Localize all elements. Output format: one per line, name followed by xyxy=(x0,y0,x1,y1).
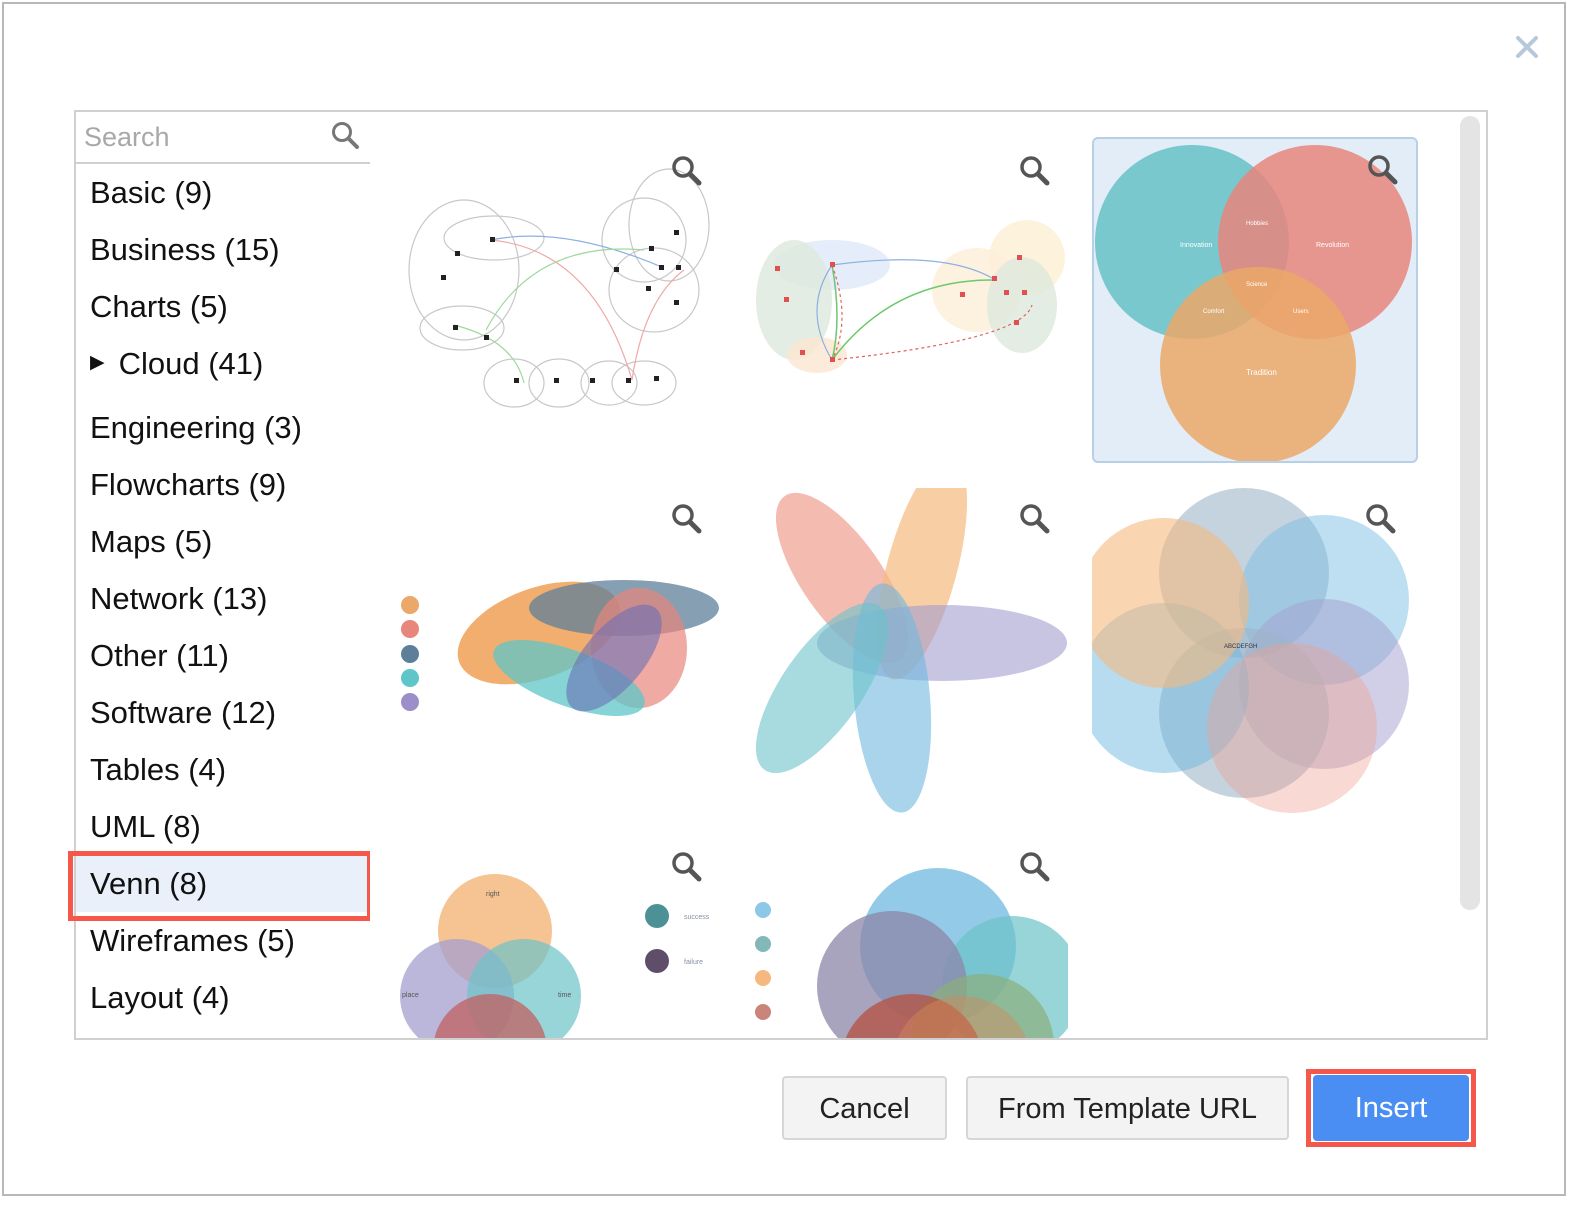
template-venn-3-circles-legend[interactable]: right place time success failure xyxy=(394,836,771,1038)
category-layout[interactable]: Layout (4) xyxy=(90,980,230,1015)
svg-text:Hobbies: Hobbies xyxy=(1246,221,1268,227)
venn-5-circles-preview xyxy=(817,868,1068,1038)
template-venn-graph-colored[interactable] xyxy=(742,140,1068,466)
zoom-preview-icon[interactable] xyxy=(1018,850,1052,884)
svg-text:right: right xyxy=(486,891,500,898)
venn-6-circles-preview: ABCDEFGH xyxy=(1092,488,1409,813)
zoom-preview-icon[interactable] xyxy=(670,850,704,884)
template-venn-6-circles[interactable]: ABCDEFGH xyxy=(1092,488,1418,814)
category-business[interactable]: Business (15) xyxy=(90,232,280,267)
template-gallery: Innovation Revolution Hobbies Science Co… xyxy=(370,110,1488,1040)
venn-3-circles-legend-preview: right place time success failure xyxy=(400,874,771,1038)
category-network[interactable]: Network (13) xyxy=(90,581,268,616)
zoom-preview-icon[interactable] xyxy=(670,154,704,188)
template-venn-graph-gray[interactable] xyxy=(394,140,720,466)
category-engineering[interactable]: Engineering (3) xyxy=(90,410,302,445)
expand-arrow-icon[interactable]: ▶ xyxy=(90,352,105,374)
search-icon[interactable] xyxy=(330,120,360,150)
category-software[interactable]: Software (12) xyxy=(90,695,277,730)
venn-3-circles-preview: Innovation Revolution Hobbies Science Co… xyxy=(1095,145,1412,461)
svg-text:Revolution: Revolution xyxy=(1316,242,1349,249)
category-charts[interactable]: Charts (5) xyxy=(90,289,228,324)
zoom-preview-icon[interactable] xyxy=(1364,502,1398,536)
gallery-scrollbar[interactable] xyxy=(1460,116,1480,910)
template-venn-5-ellipses-flower[interactable] xyxy=(742,488,1068,814)
close-icon[interactable] xyxy=(1512,32,1542,62)
venn-flower-preview xyxy=(755,488,1067,813)
category-maps[interactable]: Maps (5) xyxy=(90,524,213,559)
svg-text:Comfort: Comfort xyxy=(1203,309,1225,315)
svg-text:time: time xyxy=(558,992,571,999)
venn-5-ellipses-preview xyxy=(401,580,719,716)
category-cloud-label: Cloud (41) xyxy=(118,346,264,381)
search-input[interactable] xyxy=(76,112,326,162)
category-uml[interactable]: UML (8) xyxy=(90,809,201,844)
svg-text:ABCDEFGH: ABCDEFGH xyxy=(1224,644,1257,650)
category-other[interactable]: Other (11) xyxy=(90,638,229,673)
from-template-url-button[interactable]: From Template URL xyxy=(966,1076,1289,1140)
zoom-preview-icon[interactable] xyxy=(1018,502,1052,536)
category-venn[interactable]: Venn (8) xyxy=(76,855,370,912)
svg-text:success: success xyxy=(684,914,710,921)
venn-graph-colored-preview xyxy=(756,220,1065,373)
zoom-preview-icon[interactable] xyxy=(670,502,704,536)
template-venn-5-ellipses-legend[interactable] xyxy=(394,488,720,814)
category-cloud[interactable]: ▶ Cloud (41) xyxy=(76,335,370,399)
cancel-button[interactable]: Cancel xyxy=(782,1076,947,1140)
template-venn-5-circles[interactable] xyxy=(742,836,1068,1038)
category-wireframes[interactable]: Wireframes (5) xyxy=(90,923,295,958)
zoom-preview-icon[interactable] xyxy=(1366,153,1400,187)
svg-text:Tradition: Tradition xyxy=(1246,368,1277,377)
svg-text:place: place xyxy=(402,992,419,999)
svg-text:Science: Science xyxy=(1246,282,1268,288)
category-tables[interactable]: Tables (4) xyxy=(90,752,227,787)
template-venn-3-circles[interactable]: Innovation Revolution Hobbies Science Co… xyxy=(1092,137,1418,463)
category-flowcharts[interactable]: Flowcharts (9) xyxy=(90,467,287,502)
svg-text:Innovation: Innovation xyxy=(1180,242,1212,249)
search-box xyxy=(76,112,370,164)
zoom-preview-icon[interactable] xyxy=(1018,154,1052,188)
category-list: Basic (9) Business (15) Charts (5) ▶ Clou… xyxy=(76,164,370,1026)
category-basic[interactable]: Basic (9) xyxy=(90,175,213,210)
category-panel: Basic (9) Business (15) Charts (5) ▶ Clou… xyxy=(74,110,372,1040)
venn-graph-gray-preview xyxy=(408,168,710,408)
svg-text:failure: failure xyxy=(684,959,703,966)
svg-text:Users: Users xyxy=(1293,309,1309,315)
insert-button[interactable]: Insert xyxy=(1313,1075,1469,1141)
